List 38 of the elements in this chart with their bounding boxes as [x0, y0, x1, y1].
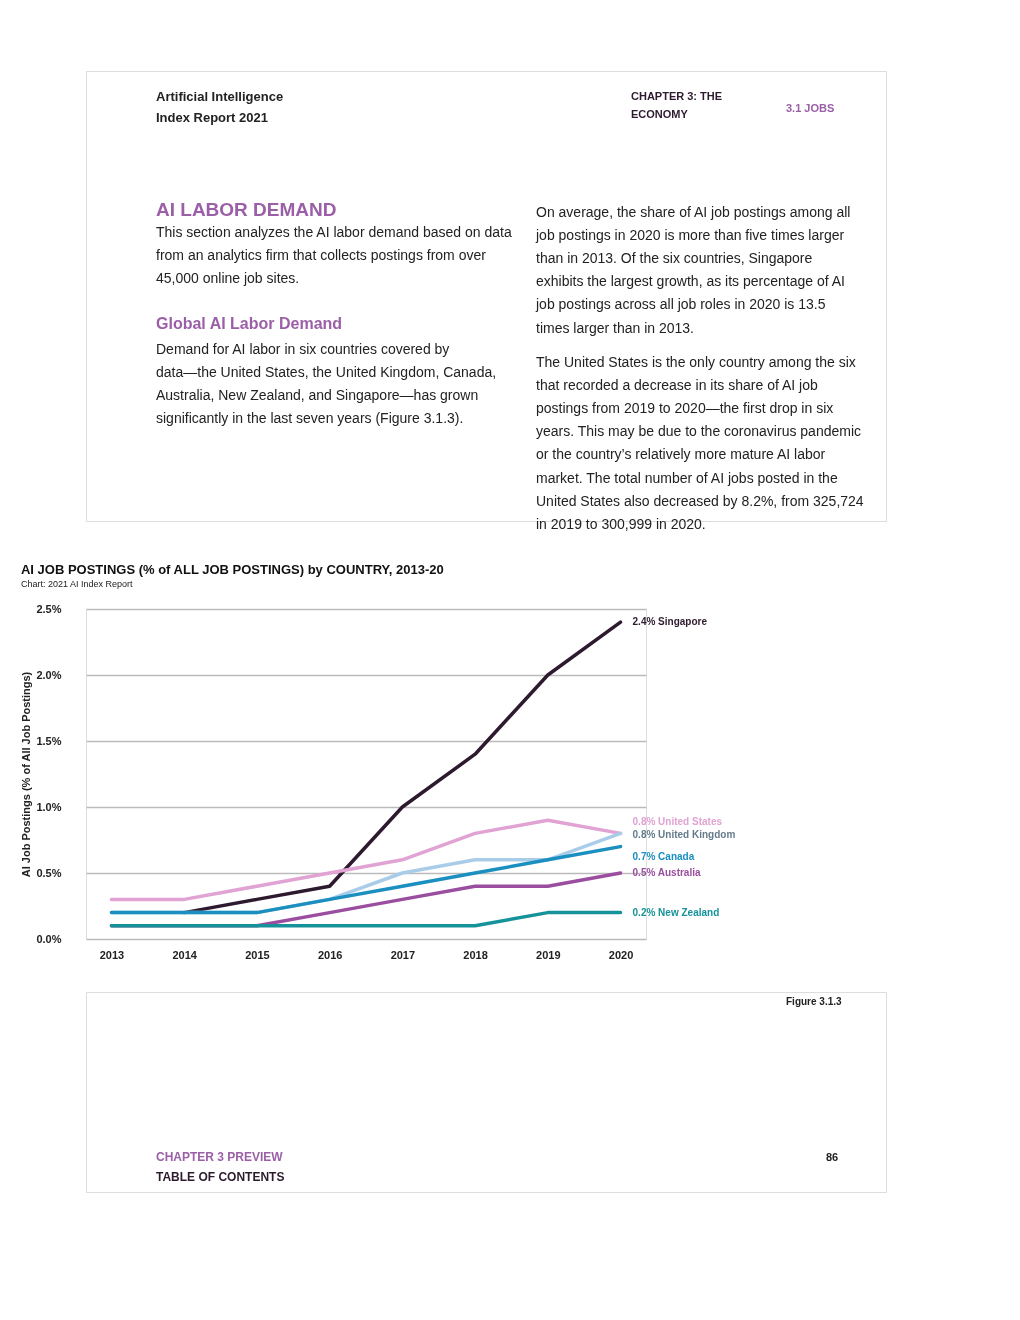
- text: 86: [826, 1151, 839, 1163]
- text: 0.7% Canada: [632, 850, 695, 862]
- x-tick-label: 2018: [463, 948, 488, 961]
- x-tick-label: 2016: [317, 948, 343, 961]
- text: This section analyzes the AI labor demand based on data from an analytics firm that collects postings from over 45,000 online job sites.: [156, 224, 512, 287]
- x-tick-label: 2014: [172, 948, 198, 961]
- y-tick-label: 2.0%: [36, 668, 62, 681]
- line-series: [109, 818, 623, 902]
- text: TABLE OF CONTENTS: [156, 1170, 285, 1184]
- line-series: [109, 844, 623, 915]
- text: AI LABOR DEMAND: [156, 199, 337, 220]
- text: Demand for AI labor in six countries covered by data—the United States, the United Kingdom, Canada, Australia, New Zealand, and Singapore—has grown significantly in the last seven years (Figure 3.1.3).: [156, 341, 497, 427]
- y-tick-label: 1.0%: [36, 800, 62, 813]
- y-tick-label: 0.0%: [36, 932, 62, 945]
- text: 3.1 JOBS: [786, 102, 835, 114]
- y-axis-title: AI Job Postings (% of All Job Postings): [20, 671, 33, 878]
- y-tick-label: 2.5%: [36, 602, 62, 615]
- chart-subtitle: Chart: 2021 AI Index Report: [20, 579, 133, 589]
- x-tick-label: 2017: [390, 948, 416, 961]
- text: CHAPTER 3: THE ECONOMY: [631, 90, 723, 121]
- text: The United States is the only country among the six that recorded a decrease in its share of AI job postings from 2019 to 2020—the first drop in six years. This may be due to the coronavirus pandemic or the country’s relatively more mature AI labor market. The total number of AI jobs posted in the United States also decreased by 8.2%, from 325,724 in 2019 to 300,999 in 2020.: [536, 354, 864, 532]
- x-tick-label: 2015: [245, 948, 270, 961]
- y-tick-label: 1.5%: [36, 734, 62, 747]
- text: 0.8% United States: [632, 816, 723, 828]
- text: 0.2% New Zealand: [632, 906, 720, 918]
- text: On average, the share of AI job postings among all job postings in 2020 is more than five times larger than in 2013. Of the six countries, Singapore exhibits the largest growth, as its percentage of AI job postings across all job roles in 2020 is 13.5 times larger than in 2013.: [535, 204, 851, 336]
- text: 0.5% Australia: [632, 867, 701, 878]
- text: 0.8% United Kingdom: [632, 829, 736, 841]
- x-tick-label: 2020: [608, 948, 634, 961]
- text: Global AI Labor Demand: [156, 315, 343, 332]
- caption: Figure 3.1.3: [786, 996, 843, 1007]
- y-tick-label: 0.5%: [36, 866, 62, 879]
- x-tick-label: 2019: [536, 948, 561, 961]
- chart-title: AI JOB POSTINGS (% of ALL JOB POSTINGS) by COUNTRY, 2013-20: [20, 562, 444, 577]
- text: Artificial Intelligence Index Report 2021: [156, 89, 284, 126]
- text: CHAPTER 3 PREVIEW: [156, 1150, 284, 1164]
- x-tick-label: 2013: [99, 948, 125, 961]
- text: 2.4% Singapore: [632, 616, 708, 628]
